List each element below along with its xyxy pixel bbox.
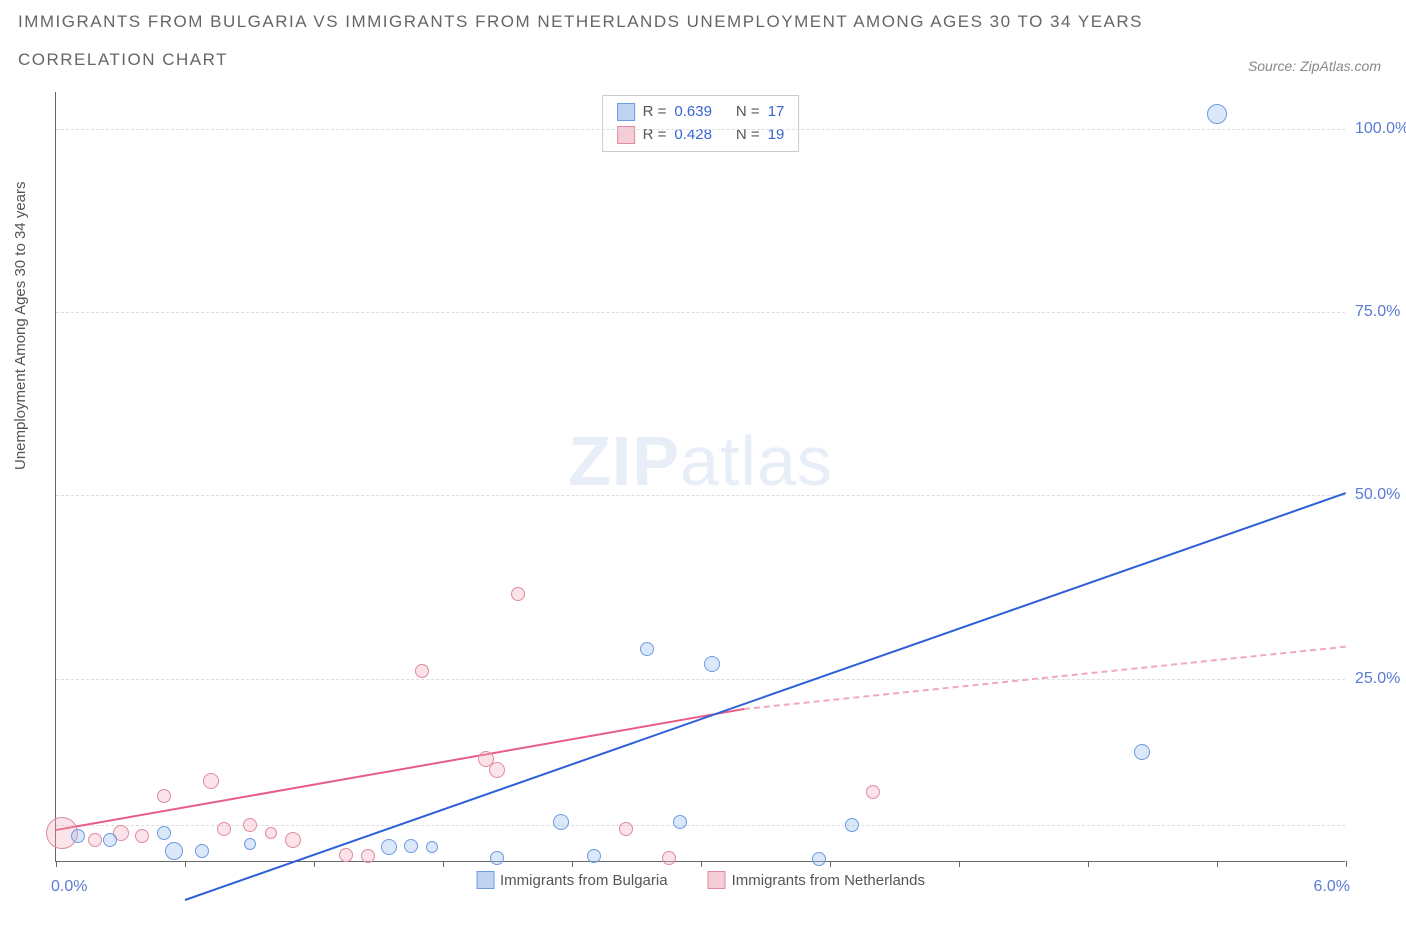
data-point (662, 851, 676, 865)
x-tick (701, 861, 702, 867)
data-point (866, 785, 880, 799)
chart-title-block: IMMIGRANTS FROM BULGARIA VS IMMIGRANTS F… (18, 12, 1226, 70)
x-tick (56, 861, 57, 867)
x-tick (185, 861, 186, 867)
y-tick-label: 25.0% (1355, 670, 1406, 688)
data-point (704, 656, 720, 672)
data-point (812, 852, 826, 866)
n-label: N = (736, 124, 760, 147)
data-point (511, 587, 525, 601)
data-point (1207, 104, 1227, 124)
x-axis-min-label: 0.0% (51, 878, 87, 896)
y-tick-label: 50.0% (1355, 486, 1406, 504)
x-tick (572, 861, 573, 867)
y-axis-label: Unemployment Among Ages 30 to 34 years (12, 181, 29, 470)
gridline (56, 129, 1345, 130)
n-value: 17 (768, 101, 785, 124)
data-point (845, 818, 859, 832)
x-axis-max-label: 6.0% (1314, 878, 1350, 896)
data-point (265, 827, 277, 839)
series-legend: Immigrants from Bulgaria Immigrants from… (476, 871, 925, 889)
data-point (415, 664, 429, 678)
data-point (587, 849, 601, 863)
data-point (157, 826, 171, 840)
legend-item-bulgaria: Immigrants from Bulgaria (476, 871, 668, 889)
swatch-bulgaria (476, 871, 494, 889)
data-point (339, 848, 353, 862)
x-tick (314, 861, 315, 867)
data-point (71, 829, 85, 843)
legend-label: Immigrants from Netherlands (732, 872, 925, 889)
r-label: R = (643, 101, 667, 124)
data-point (361, 849, 375, 863)
correlation-legend: R = 0.639 N = 17 R = 0.428 N = 19 (602, 95, 800, 152)
data-point (381, 839, 397, 855)
gridline (56, 312, 1345, 313)
x-tick (830, 861, 831, 867)
data-point (165, 842, 183, 860)
data-point (619, 822, 633, 836)
data-point (1134, 744, 1150, 760)
r-value: 0.639 (674, 101, 712, 124)
gridline (56, 495, 1345, 496)
data-point (195, 844, 209, 858)
chart-title-line2: CORRELATION CHART (18, 50, 1226, 70)
watermark-light: atlas (680, 422, 833, 500)
gridline (56, 679, 1345, 680)
n-value: 19 (768, 124, 785, 147)
data-point (490, 851, 504, 865)
legend-item-netherlands: Immigrants from Netherlands (708, 871, 925, 889)
data-point (640, 642, 654, 656)
legend-row-netherlands: R = 0.428 N = 19 (617, 124, 785, 147)
r-label: R = (643, 124, 667, 147)
data-point (157, 789, 171, 803)
data-point (553, 814, 569, 830)
x-tick (1346, 861, 1347, 867)
data-point (244, 838, 256, 850)
r-value: 0.428 (674, 124, 712, 147)
n-label: N = (736, 101, 760, 124)
x-tick (1217, 861, 1218, 867)
data-point (673, 815, 687, 829)
data-point (217, 822, 231, 836)
x-tick (443, 861, 444, 867)
y-tick-label: 100.0% (1355, 120, 1406, 138)
data-point (103, 833, 117, 847)
chart-title-line1: IMMIGRANTS FROM BULGARIA VS IMMIGRANTS F… (18, 12, 1226, 32)
data-point (88, 833, 102, 847)
source-attribution: Source: ZipAtlas.com (1248, 58, 1381, 74)
chart-plot-area: ZIPatlas R = 0.639 N = 17 R = 0.428 N = … (55, 92, 1345, 862)
legend-row-bulgaria: R = 0.639 N = 17 (617, 101, 785, 124)
watermark: ZIPatlas (568, 421, 833, 501)
x-tick (1088, 861, 1089, 867)
trend-line (185, 492, 1347, 901)
x-tick (959, 861, 960, 867)
data-point (489, 762, 505, 778)
y-tick-label: 75.0% (1355, 303, 1406, 321)
watermark-bold: ZIP (568, 422, 680, 500)
data-point (285, 832, 301, 848)
data-point (426, 841, 438, 853)
data-point (243, 818, 257, 832)
data-point (404, 839, 418, 853)
data-point (135, 829, 149, 843)
data-point (203, 773, 219, 789)
swatch-netherlands (708, 871, 726, 889)
trend-line (56, 708, 744, 831)
swatch-bulgaria (617, 103, 635, 121)
legend-label: Immigrants from Bulgaria (500, 872, 668, 889)
